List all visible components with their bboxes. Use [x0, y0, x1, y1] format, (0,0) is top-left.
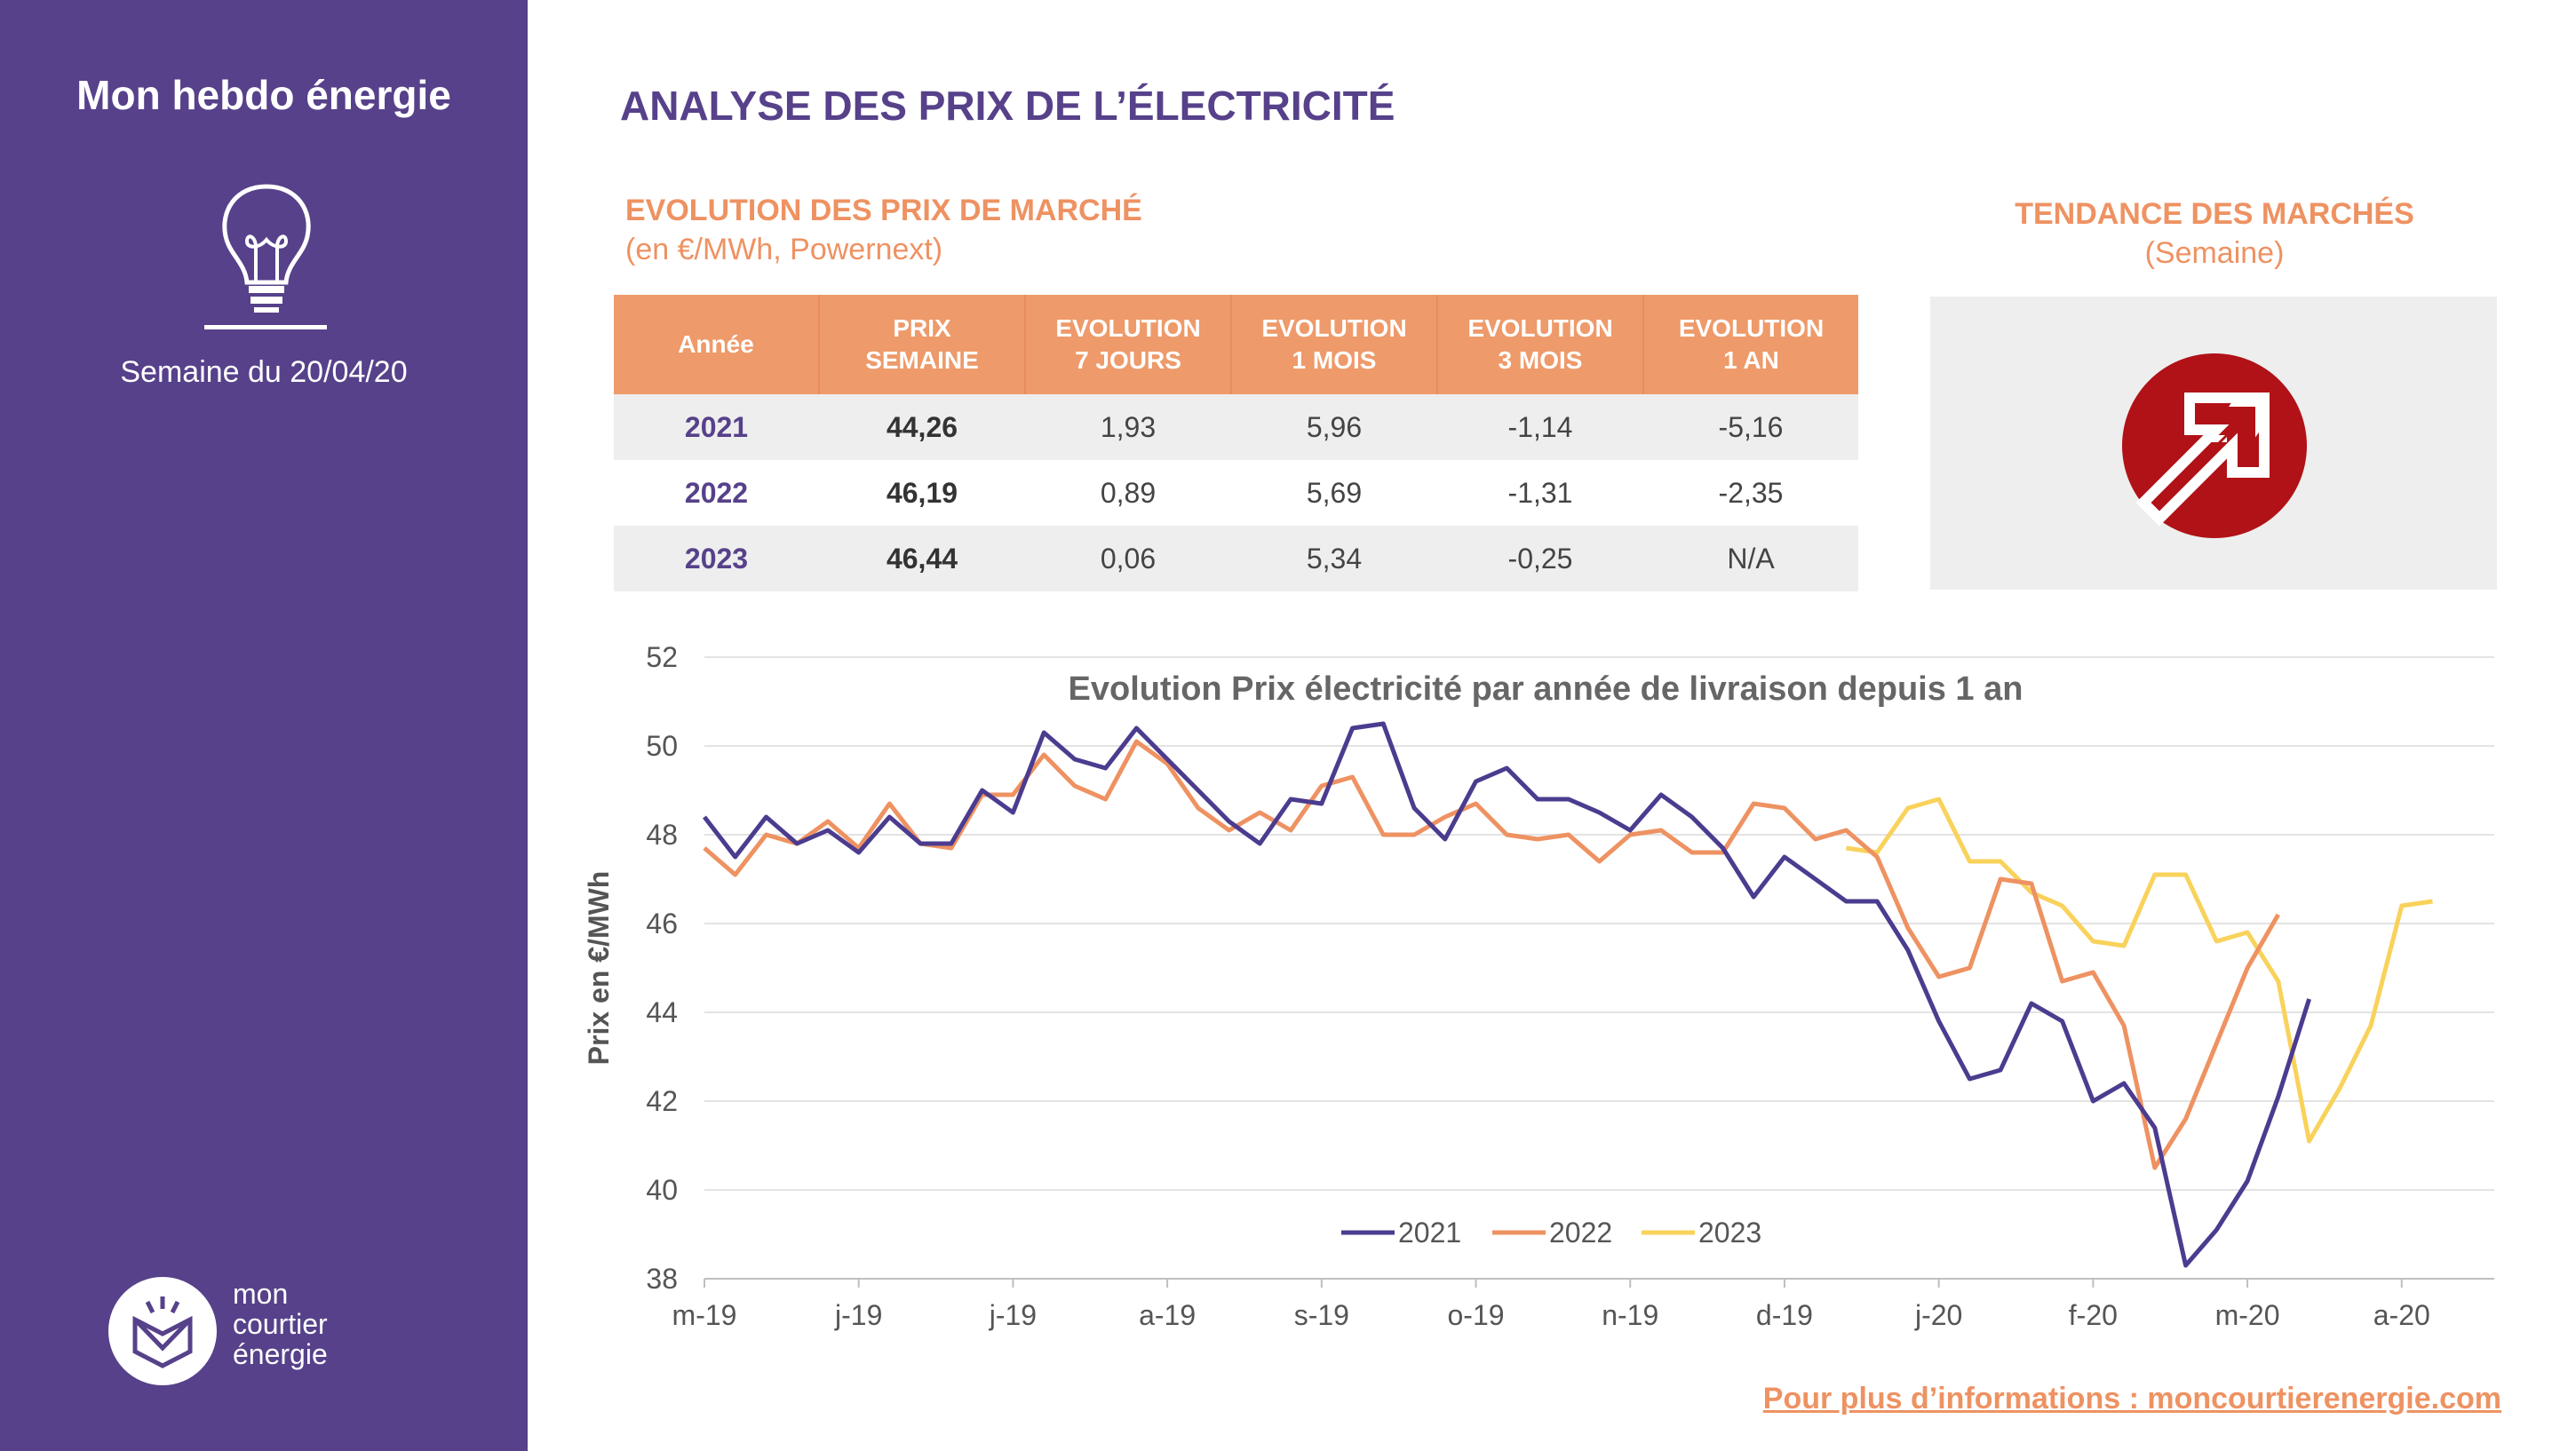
y-tick-label: 44	[646, 996, 678, 1028]
legend-label-2023: 2023	[1698, 1217, 1761, 1249]
table-cell: 2023	[614, 526, 819, 591]
market-title: EVOLUTION DES PRIX DE MARCHÉ	[625, 194, 1142, 227]
x-tick-label: s-19	[1294, 1299, 1349, 1331]
table-cell: -1,14	[1437, 394, 1643, 460]
y-tick-label: 52	[646, 641, 678, 673]
table-cell: 2021	[614, 394, 819, 460]
footer-link[interactable]: Pour plus d’informations : moncourtieren…	[1762, 1382, 2501, 1415]
table-cell: 0,06	[1025, 526, 1231, 591]
trend-box	[1930, 297, 2497, 590]
sidebar-title: Mon hebdo énergie	[76, 72, 451, 118]
table-cell: -5,16	[1643, 394, 1858, 460]
trend-subtitle: (Semaine)	[2144, 236, 2285, 270]
logo-icon	[108, 1277, 217, 1385]
col-header-7days: EVOLUTION 7 JOURS	[1025, 295, 1232, 394]
table-cell: -2,35	[1718, 476, 1784, 509]
x-tick-label: d-19	[1756, 1299, 1813, 1331]
y-tick-label: 42	[646, 1085, 678, 1117]
table-header-row: Année PRIX SEMAINE EVOLUTION 7 JOURS EVO…	[614, 295, 1858, 394]
table-row: 2021 44,26 1,93 5,96 -1,14 -5,16	[614, 394, 1858, 460]
up-right-arrow-icon	[2122, 353, 2307, 538]
logo-line-1: mon	[233, 1278, 289, 1310]
price-chart: 38 40 42 44 46 48 50 52 m-19 j-19 j-19 a-19 s-19 o-19…	[583, 641, 2494, 1331]
legend-label-2021: 2021	[1398, 1217, 1461, 1249]
table-cell: -0,25	[1437, 526, 1643, 591]
table-cell: 5,69	[1306, 476, 1363, 509]
table-cell: 46,19	[886, 476, 958, 509]
logo-text: mon courtier énergie	[233, 1279, 328, 1369]
x-tick-label: f-20	[2069, 1299, 2118, 1331]
sidebar-week: Semaine du 20/04/20	[120, 355, 408, 389]
series-line-2023	[1846, 797, 2433, 1144]
x-tick-label: j-19	[834, 1299, 882, 1331]
col-header-year: Année	[614, 295, 820, 394]
y-tick-label: 46	[646, 908, 678, 940]
x-tick-label: m-19	[672, 1299, 737, 1331]
table-cell: 46,44	[819, 526, 1025, 591]
col-header-3months: EVOLUTION 3 MOIS	[1437, 295, 1644, 394]
y-tick-label: 38	[646, 1263, 678, 1295]
logo-line-2: courtier	[233, 1308, 328, 1340]
series-line-2021	[703, 721, 2311, 1268]
table-row: 2023 46,44 0,06 5,34 -0,25 N/A	[614, 526, 1858, 591]
y-tick-label: 50	[646, 730, 678, 762]
lightbulb-icon	[204, 184, 327, 329]
x-tick-label: o-19	[1448, 1299, 1505, 1331]
x-tick-label: m-20	[2215, 1299, 2280, 1331]
trend-title: TENDANCE DES MARCHÉS	[2015, 197, 2414, 231]
x-tick-label: j-20	[1914, 1299, 1962, 1331]
table-cell: 44,26	[819, 394, 1025, 460]
col-header-1month: EVOLUTION 1 MOIS	[1231, 295, 1438, 394]
x-tick-label: a-19	[1139, 1299, 1196, 1331]
table-cell: 5,34	[1231, 526, 1437, 591]
price-table: Année PRIX SEMAINE EVOLUTION 7 JOURS EVO…	[614, 295, 1858, 591]
table-cell: -1,31	[1507, 476, 1573, 509]
table-cell: 0,89	[1100, 476, 1157, 509]
y-tick-label: 48	[646, 819, 678, 851]
legend-label-2022: 2022	[1549, 1217, 1612, 1249]
col-header-price: PRIX SEMAINE	[819, 295, 1026, 394]
sidebar: Mon hebdo énergie Semaine du 20/04/20 mo…	[0, 0, 528, 1451]
table-cell: 2022	[684, 476, 749, 509]
x-tick-label: n-19	[1602, 1299, 1658, 1331]
table-cell: N/A	[1643, 526, 1858, 591]
table-row: 2022 46,19 0,89 5,69 -1,31 -2,35	[614, 460, 1858, 526]
table-cell: 1,93	[1025, 394, 1231, 460]
table-cell: 5,96	[1231, 394, 1437, 460]
y-tick-label: 40	[646, 1174, 678, 1206]
logo-line-3: énergie	[233, 1338, 328, 1370]
market-subtitle: (en €/MWh, Powernext)	[625, 233, 943, 266]
x-tick-label: j-19	[989, 1299, 1037, 1331]
y-axis-label: Prix en €/MWh	[583, 871, 615, 1066]
col-header-1year: EVOLUTION 1 AN	[1643, 295, 1858, 394]
page-title: ANALYSE DES PRIX DE L’ÉLECTRICITÉ	[620, 83, 1395, 129]
chart-title: Evolution Prix électricité par année de …	[1069, 670, 2023, 708]
series-line-2022	[703, 739, 2280, 1170]
x-tick-label: a-20	[2373, 1299, 2430, 1331]
